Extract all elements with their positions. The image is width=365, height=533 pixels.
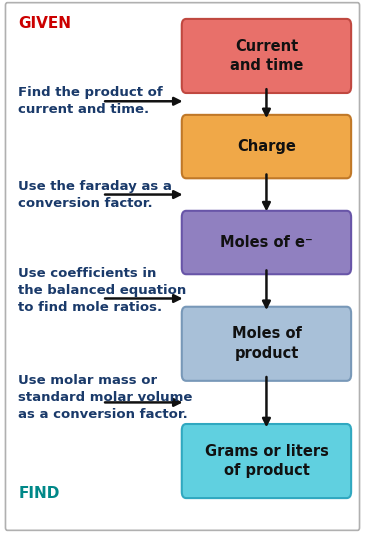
- Text: Find the product of
current and time.: Find the product of current and time.: [18, 86, 163, 116]
- Text: GIVEN: GIVEN: [18, 17, 71, 31]
- FancyBboxPatch shape: [182, 307, 351, 381]
- Text: Moles of
product: Moles of product: [231, 326, 301, 361]
- FancyBboxPatch shape: [182, 424, 351, 498]
- FancyBboxPatch shape: [5, 3, 360, 530]
- Text: FIND: FIND: [18, 486, 59, 500]
- Text: Charge: Charge: [237, 139, 296, 154]
- FancyBboxPatch shape: [182, 115, 351, 178]
- Text: Use the faraday as a
conversion factor.: Use the faraday as a conversion factor.: [18, 180, 172, 209]
- Text: Use coefficients in
the balanced equation
to find mole ratios.: Use coefficients in the balanced equatio…: [18, 267, 187, 314]
- Text: Current
and time: Current and time: [230, 38, 303, 74]
- Text: Grams or liters
of product: Grams or liters of product: [204, 443, 328, 479]
- Text: Moles of e⁻: Moles of e⁻: [220, 235, 313, 250]
- Text: Use molar mass or
standard molar volume
as a conversion factor.: Use molar mass or standard molar volume …: [18, 374, 193, 421]
- FancyBboxPatch shape: [182, 211, 351, 274]
- FancyBboxPatch shape: [182, 19, 351, 93]
